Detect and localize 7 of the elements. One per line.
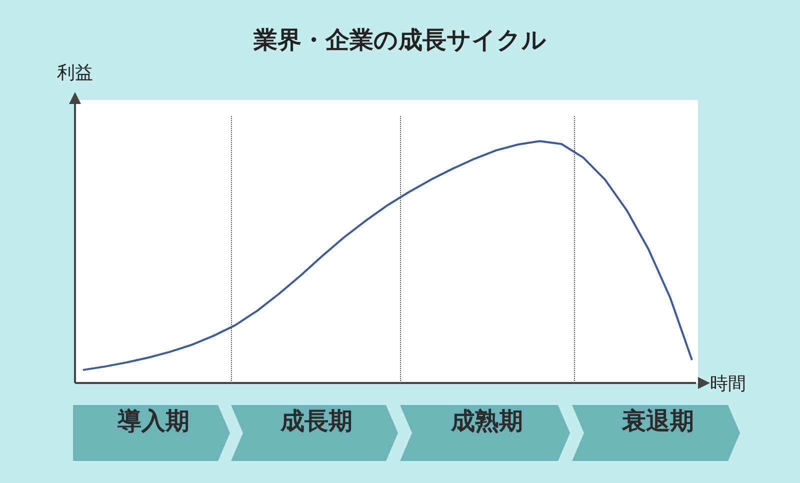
text: 成熟期 [450,406,524,437]
x-axis-title: 時間 [710,374,746,395]
y-axis-title: 利益 [57,62,93,84]
text: 衰退期 [620,406,695,437]
chart-title: 業界・企業の成長サイクル [252,26,546,54]
text: 導入期 [116,406,190,437]
text: 成長期 [279,406,354,437]
